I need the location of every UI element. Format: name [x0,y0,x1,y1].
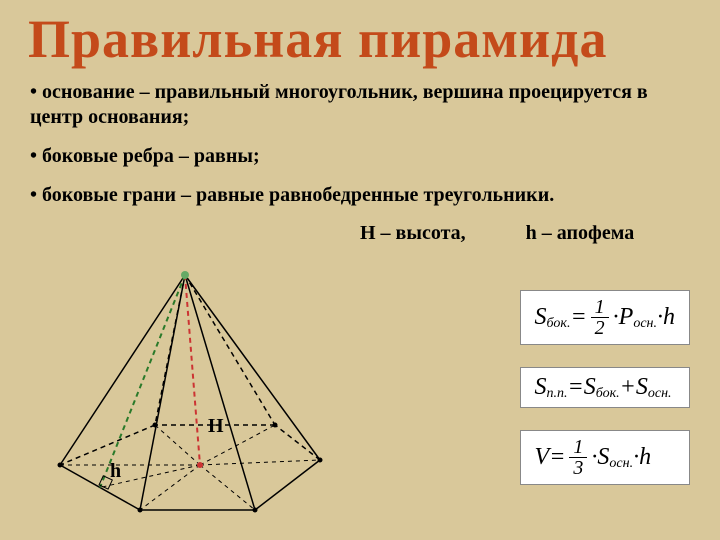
height-labels-row: H – высота, h – апофема [0,222,720,245]
formula-lateral-area: Sбок. = 12 · Pосн. · h [520,290,690,345]
bullet-3: • боковые грани – равные равнобедренные … [30,183,690,208]
bullets-list: • основание – правильный многоугольник, … [0,70,720,208]
bullet-1: • основание – правильный многоугольник, … [30,80,690,130]
formula-total-area: Sп.п. = Sбок. + Sосн. [520,367,690,408]
slide-title: Правильная пирамида [0,0,720,70]
label-big-H: H – высота, [360,222,466,245]
pyramid-diagram [20,265,350,530]
bullet-2: • боковые ребра – равны; [30,144,690,169]
label-small-h: h – апофема [526,222,635,245]
formulas-block: Sбок. = 12 · Pосн. · h Sп.п. = Sбок. + S… [520,290,690,485]
formula-volume: V = 13 · Sосн. · h [520,430,690,485]
diagram-label-H: H [208,415,224,438]
diagram-label-h: h [110,460,121,483]
